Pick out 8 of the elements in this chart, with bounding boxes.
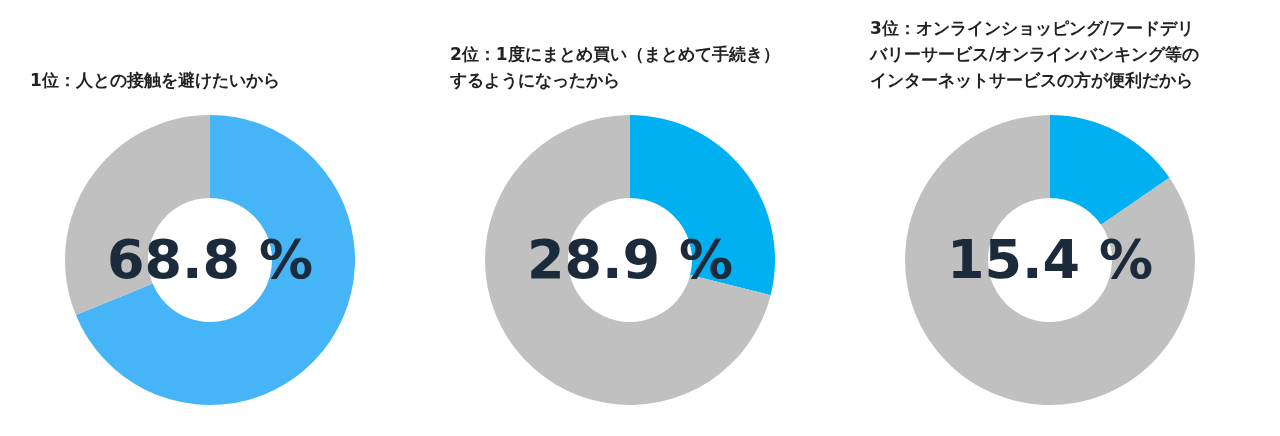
donut-slice xyxy=(1050,115,1170,225)
donut-slice xyxy=(75,115,355,405)
chart-title: 3位：オンラインショッピング/フードデリバリーサービス/オンラインバンキング等のインターネットサービスの方が便利だから xyxy=(869,18,1200,90)
chart-title: 1位：人との接触を避けたいから xyxy=(30,70,280,90)
chart-title: 2位：1度にまとめ買い（まとめて手続き）するようになったから xyxy=(449,44,780,90)
donut-slice xyxy=(485,115,771,405)
donut-slice xyxy=(905,115,1195,405)
data-label: 15.4 % xyxy=(946,228,1154,291)
